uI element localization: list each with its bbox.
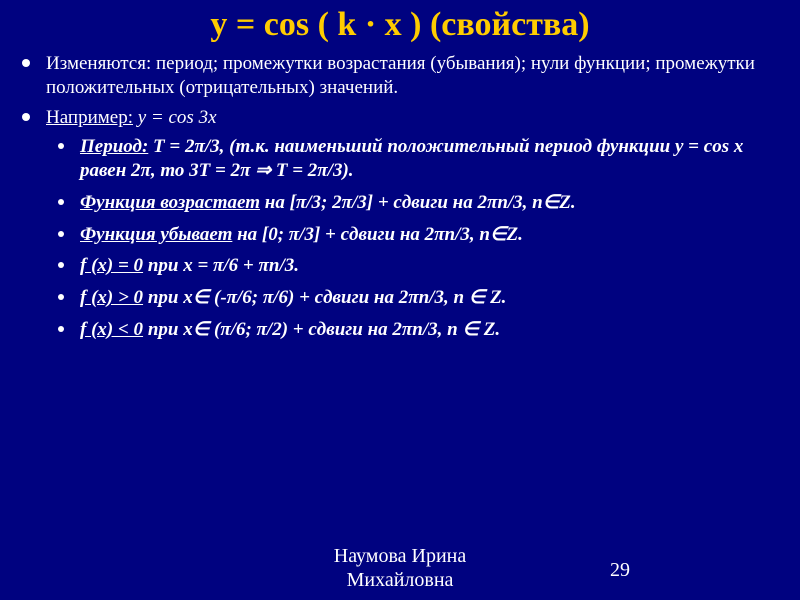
- author-line2: Михайловна: [347, 569, 454, 591]
- sub-positive: f (x) > 0 при x∈ (-π/6; π/6) + сдвиги на…: [80, 286, 778, 310]
- page-number: 29: [610, 559, 630, 582]
- neg-label: f (x) < 0: [80, 319, 143, 340]
- slide-title: y = cos ( k · x ) (свойства): [0, 0, 800, 52]
- increase-label: Функция возрастает: [80, 192, 260, 213]
- sub-period: Период: T = 2π/3, (т.к. наименьший полож…: [80, 135, 778, 183]
- sub-list: Период: T = 2π/3, (т.к. наименьший полож…: [46, 135, 778, 341]
- author-line1: Наумова Ирина: [334, 545, 466, 567]
- slide-footer: Наумова Ирина Михайловна: [0, 544, 800, 592]
- zero-label: f (x) = 0: [80, 255, 143, 276]
- zero-text: при x = π/6 + πn/3.: [143, 255, 299, 276]
- main-list: Изменяются: период; промежутки возрастан…: [0, 52, 800, 342]
- bullet-example: Например: y = cos 3x Период: T = 2π/3, (…: [46, 106, 778, 342]
- text-changes: Изменяются: период; промежутки возрастан…: [46, 53, 755, 98]
- decrease-text: на [0; π/3] + сдвиги на 2πn/3, n∈Z.: [232, 224, 523, 245]
- sub-increase: Функция возрастает на [π/3; 2π/3] + сдви…: [80, 191, 778, 215]
- example-label: Например:: [46, 107, 133, 128]
- example-formula: y = cos 3x: [133, 107, 217, 128]
- sub-negative: f (x) < 0 при x∈ (π/6; π/2) + сдвиги на …: [80, 318, 778, 342]
- period-text: T = 2π/3, (т.к. наименьший положительный…: [80, 136, 743, 181]
- bullet-changes: Изменяются: период; промежутки возрастан…: [46, 52, 778, 100]
- decrease-label: Функция убывает: [80, 224, 232, 245]
- pos-text: при x∈ (-π/6; π/6) + сдвиги на 2πn/3, n …: [143, 287, 506, 308]
- period-label: Период:: [80, 136, 148, 157]
- sub-zero: f (x) = 0 при x = π/6 + πn/3.: [80, 254, 778, 278]
- sub-decrease: Функция убывает на [0; π/3] + сдвиги на …: [80, 223, 778, 247]
- neg-text: при x∈ (π/6; π/2) + сдвиги на 2πn/3, n ∈…: [143, 319, 500, 340]
- increase-text: на [π/3; 2π/3] + сдвиги на 2πn/3, n∈Z.: [260, 192, 576, 213]
- pos-label: f (x) > 0: [80, 287, 143, 308]
